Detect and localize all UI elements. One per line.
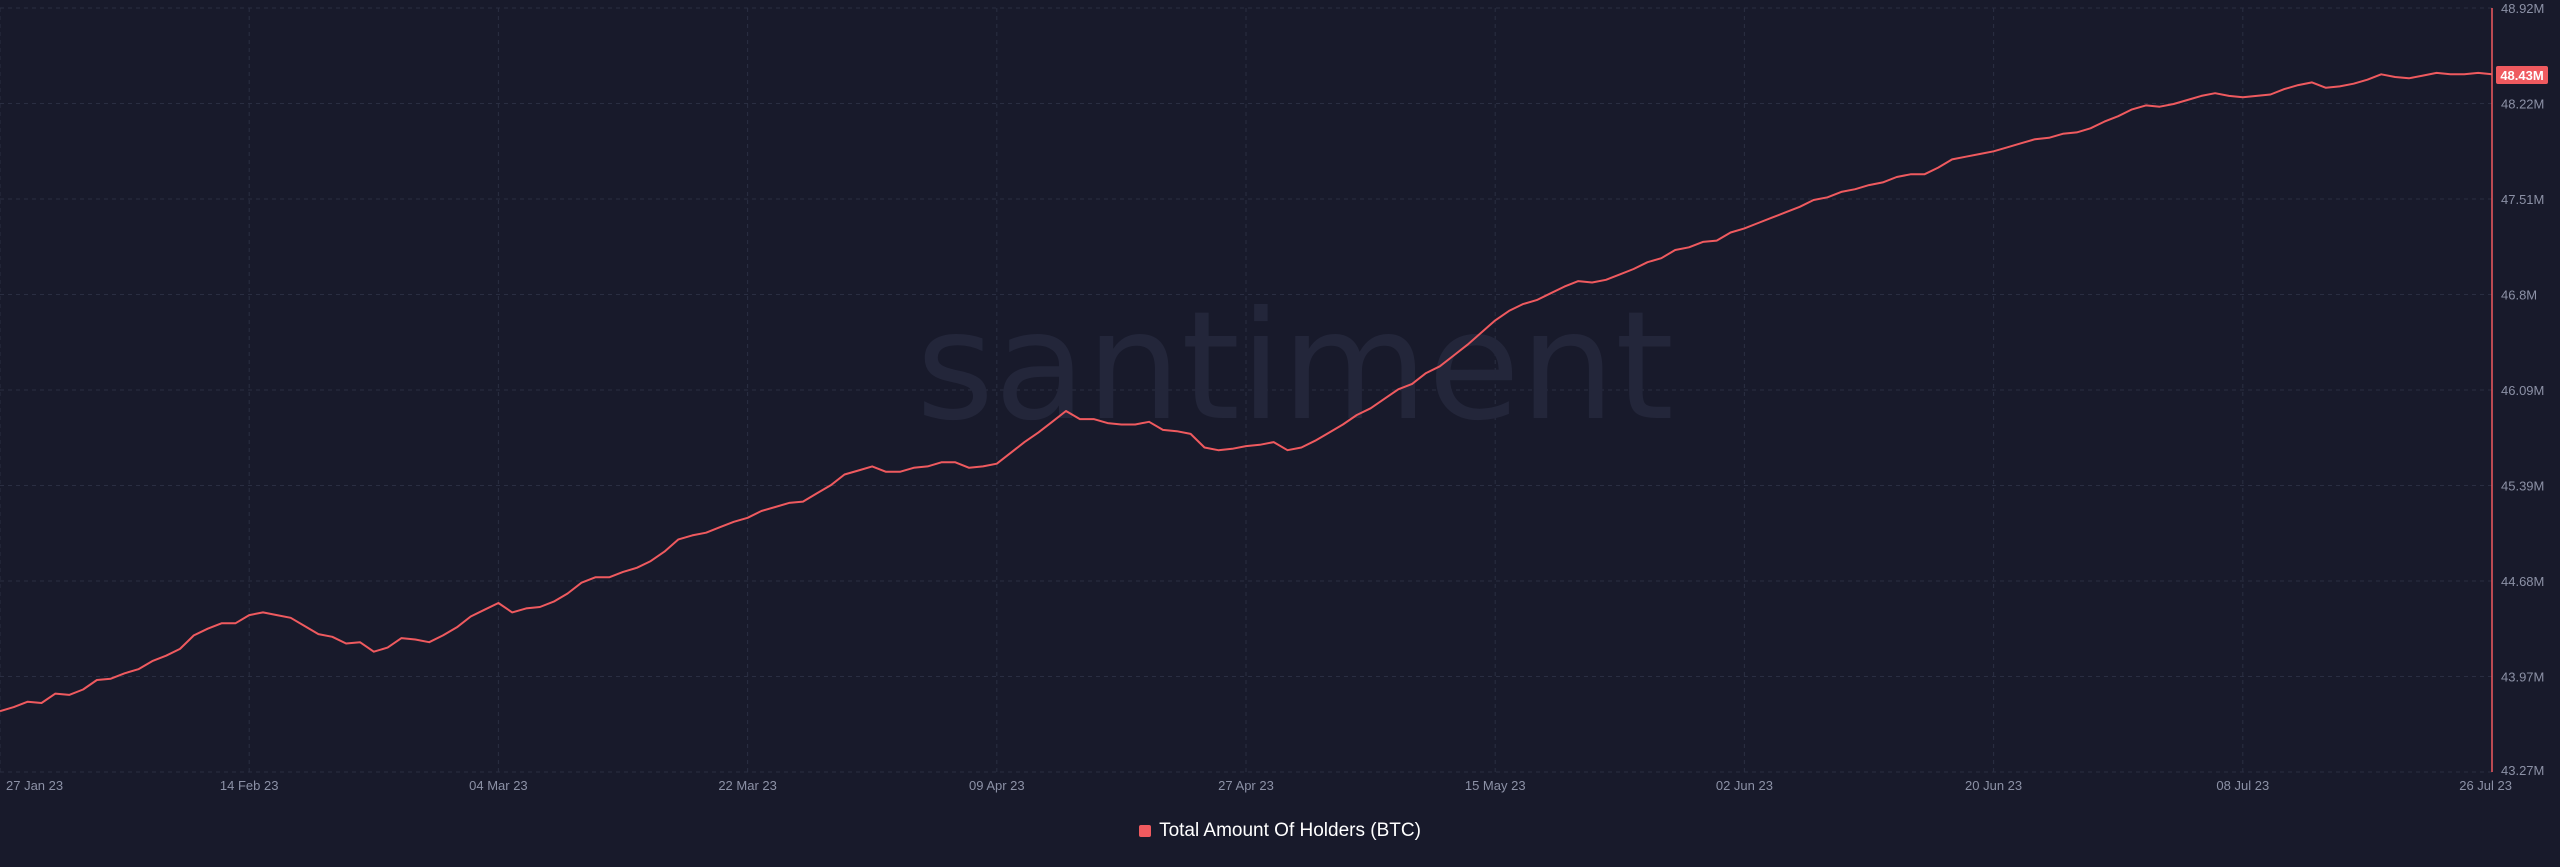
legend-label: Total Amount Of Holders (BTC) (1159, 820, 1421, 841)
y-tick-label: 46.8M (2501, 288, 2537, 303)
last-value-badge: 48.43M (2496, 66, 2548, 84)
y-tick-label: 46.09M (2501, 383, 2544, 398)
y-tick-label: 47.51M (2501, 192, 2544, 207)
y-tick-label: 45.39M (2501, 479, 2544, 494)
x-tick-label: 15 May 23 (1465, 778, 1526, 793)
x-tick-label: 02 Jun 23 (1716, 778, 1773, 793)
x-tick-label: 22 Mar 23 (718, 778, 777, 793)
y-axis: 48.92M 48.22M 47.51M 46.8M 46.09M 45.39M 44.68… (2501, 1, 2544, 778)
x-tick-label: 09 Apr 23 (969, 778, 1025, 793)
y-tick-label: 43.27M (2501, 763, 2544, 778)
watermark: santiment (916, 280, 1674, 454)
x-tick-label: 04 Mar 23 (469, 778, 528, 793)
y-tick-label: 48.22M (2501, 97, 2544, 112)
last-value-badge-bg (2496, 66, 2548, 84)
legend[interactable]: Total Amount Of Holders (BTC) (0, 820, 2560, 842)
x-tick-label: 20 Jun 23 (1965, 778, 2022, 793)
legend-swatch (1139, 825, 1152, 837)
y-tick-label: 48.92M (2501, 1, 2544, 16)
last-value-label: 48.43M (2500, 68, 2543, 83)
x-tick-label: 26 Jul 23 (2459, 778, 2512, 793)
series-line (0, 71, 2493, 713)
series-lines (0, 71, 2493, 713)
x-tick-label: 27 Apr 23 (1218, 778, 1274, 793)
y-tick-label: 44.68M (2501, 574, 2544, 589)
x-tick-label: 08 Jul 23 (2216, 778, 2269, 793)
x-tick-label: 14 Feb 23 (220, 778, 279, 793)
x-axis: 27 Jan 23 14 Feb 23 04 Mar 23 22 Mar 23 09 A… (6, 778, 2512, 793)
x-tick-label: 27 Jan 23 (6, 778, 63, 793)
y-tick-label: 43.97M (2501, 670, 2544, 685)
